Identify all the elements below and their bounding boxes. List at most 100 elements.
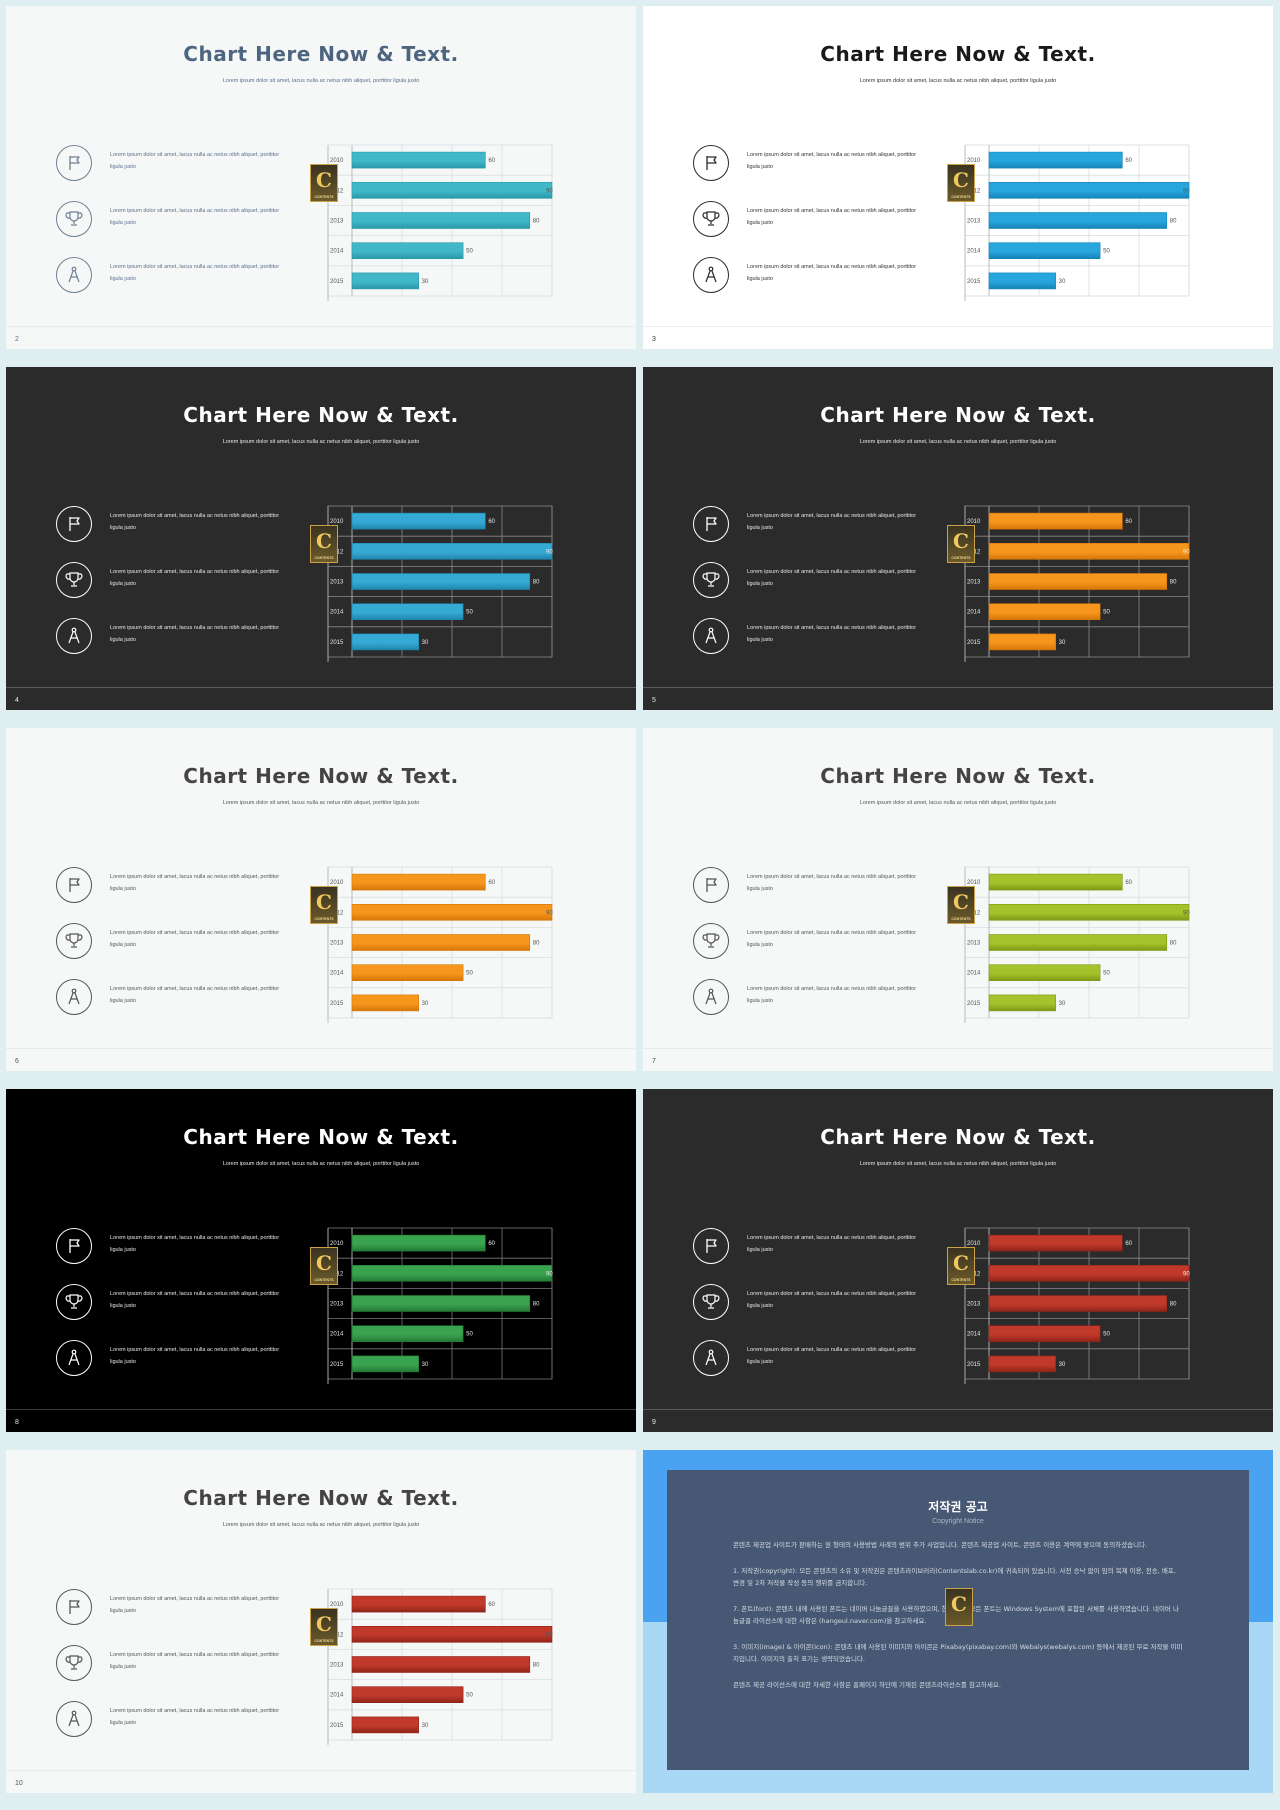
trophy-icon [702,572,720,587]
logo-caption: CONTENTS [951,556,971,560]
bar [988,964,1101,981]
list-item: Lorem ipsum dolor sit amet, lacus nulla … [693,558,933,614]
logo-caption: CONTENTS [314,1639,334,1643]
flag-icon [706,517,717,531]
list-item-text: Lorem ipsum dolor sit amet, lacus nulla … [110,1596,280,1614]
logo-caption: CONTENTS [314,1278,334,1282]
icon-circle [56,618,92,654]
contents-logo: C CONTENTS [310,1247,338,1285]
data-label: 80 [1170,219,1177,225]
icon-circle [56,1701,92,1737]
bar [988,873,1123,891]
slide-thumbnail[interactable]: Chart Here Now & Text. Lorem ipsum dolor … [6,1089,636,1432]
bar [351,573,531,590]
flag-icon [69,1600,80,1614]
slide-number: 5 [652,697,656,704]
slide-thumbnail[interactable]: Chart Here Now & Text. Lorem ipsum dolor … [643,1089,1273,1432]
tick-label: 2014 [330,1332,344,1338]
icon-circle [693,562,729,598]
slide-thumbnail[interactable]: Chart Here Now & Text. Lorem ipsum dolor … [6,728,636,1071]
copyright-paragraph: 1. 저작권(copyright): 모든 콘텐츠의 소유 및 저작권은 콘텐츠… [733,1567,1176,1587]
list-item: Lorem ipsum dolor sit amet, lacus nulla … [693,502,933,558]
list-item: Lorem ipsum dolor sit amet, lacus nulla … [56,141,296,197]
slide-thumbnail[interactable]: Chart Here Now & Text. Lorem ipsum dolor … [643,367,1273,710]
slide-subtitle: Lorem ipsum dolor sit amet, lacus nulla … [222,439,420,445]
bar-chart: 201060201290201380201450201530 [964,866,1190,1023]
list-item: Lorem ipsum dolor sit amet, lacus nulla … [56,1336,296,1392]
data-label: 30 [1059,1362,1066,1368]
slide-title: Chart Here Now & Text. [183,42,459,66]
tick-label: 2014 [330,610,344,616]
list-item: Lorem ipsum dolor sit amet, lacus nulla … [56,253,296,309]
data-label: 30 [422,1001,429,1007]
flag-icon [69,517,80,531]
tick-label: 2013 [967,219,981,225]
compass-icon [68,627,80,644]
data-label: 60 [488,519,495,525]
slide-footer-line [6,1770,636,1771]
slide-thumbnail[interactable]: Chart Here Now & Text. Lorem ipsum dolor … [6,367,636,710]
data-label: 50 [466,249,473,255]
tick-label: 2014 [967,971,981,977]
bar [351,151,486,169]
data-label: 30 [422,1362,429,1368]
list-item: Lorem ipsum dolor sit amet, lacus nulla … [693,975,933,1031]
compass-icon [705,627,717,644]
bar [351,934,531,951]
list-item-text: Lorem ipsum dolor sit amet, lacus nulla … [747,569,917,587]
icon-text-list: Lorem ipsum dolor sit amet, lacus nulla … [56,863,296,1031]
bar [988,512,1123,530]
bar-chart: 201060201290201380201450201530 [327,1588,553,1745]
copyright-paragraph: 3. 이미지(image) & 아이콘(icon): 콘텐츠 내에 사용된 이미… [733,1643,1183,1663]
slide-title: Chart Here Now & Text. [820,42,1096,66]
contents-logo: C CONTENTS [310,525,338,563]
contents-logo: C CONTENTS [310,886,338,924]
icon-circle [693,145,729,181]
contents-logo: C [945,1588,973,1626]
bar [351,1264,553,1282]
tick-label: 2014 [330,249,344,255]
list-item: Lorem ipsum dolor sit amet, lacus nulla … [56,919,296,975]
slide-title: Chart Here Now & Text. [820,1125,1096,1149]
icon-circle [56,506,92,542]
list-item: Lorem ipsum dolor sit amet, lacus nulla … [693,253,933,309]
bar [351,633,419,651]
icon-text-list: Lorem ipsum dolor sit amet, lacus nulla … [693,1224,933,1392]
bar [351,1595,486,1613]
icon-circle [693,257,729,293]
slide-thumbnail[interactable]: Chart Here Now & Text. Lorem ipsum dolor … [643,6,1273,349]
tick-label: 2010 [330,519,344,525]
compass-icon [68,1710,80,1727]
slide-number: 7 [652,1058,656,1065]
slide-title: Chart Here Now & Text. [820,764,1096,788]
tick-label: 2015 [330,1362,344,1368]
list-item-text: Lorem ipsum dolor sit amet, lacus nulla … [110,930,280,948]
slide-footer-line [643,1409,1273,1410]
bar-chart: 201060201290201380201450201530 [327,144,553,301]
list-item: Lorem ipsum dolor sit amet, lacus nulla … [56,614,296,670]
bar [988,212,1168,229]
tick-label: 2013 [330,941,344,947]
bar [351,603,464,620]
slide-thumbnail[interactable]: Chart Here Now & Text. Lorem ipsum dolor … [6,1450,636,1793]
bar [351,512,486,530]
bar [351,873,486,891]
slide-footer-line [6,687,636,688]
bar [988,1264,1190,1282]
list-item: Lorem ipsum dolor sit amet, lacus nulla … [693,863,933,919]
icon-circle [693,923,729,959]
contents-logo: C CONTENTS [947,525,975,563]
slide-number: 3 [652,336,656,343]
icon-text-list: Lorem ipsum dolor sit amet, lacus nulla … [56,502,296,670]
data-label: 90 [546,188,553,194]
slide-thumbnail[interactable]: Chart Here Now & Text. Lorem ipsum dolor … [6,6,636,349]
bar [351,1716,419,1734]
slide-thumbnail-copyright[interactable]: 저작권 공고 Copyright Notice 콘텐츠 제공업 사이트가 판매하는 … [643,1450,1273,1793]
tick-label: 2010 [330,1241,344,1247]
slide-thumbnail[interactable]: Chart Here Now & Text. Lorem ipsum dolor … [643,728,1273,1071]
compass-icon [705,1349,717,1366]
tick-label: 2015 [330,1723,344,1729]
bar-chart: 201060201290201380201450201530 [327,1227,553,1384]
icon-circle [693,1284,729,1320]
slide-footer-line [6,1409,636,1410]
